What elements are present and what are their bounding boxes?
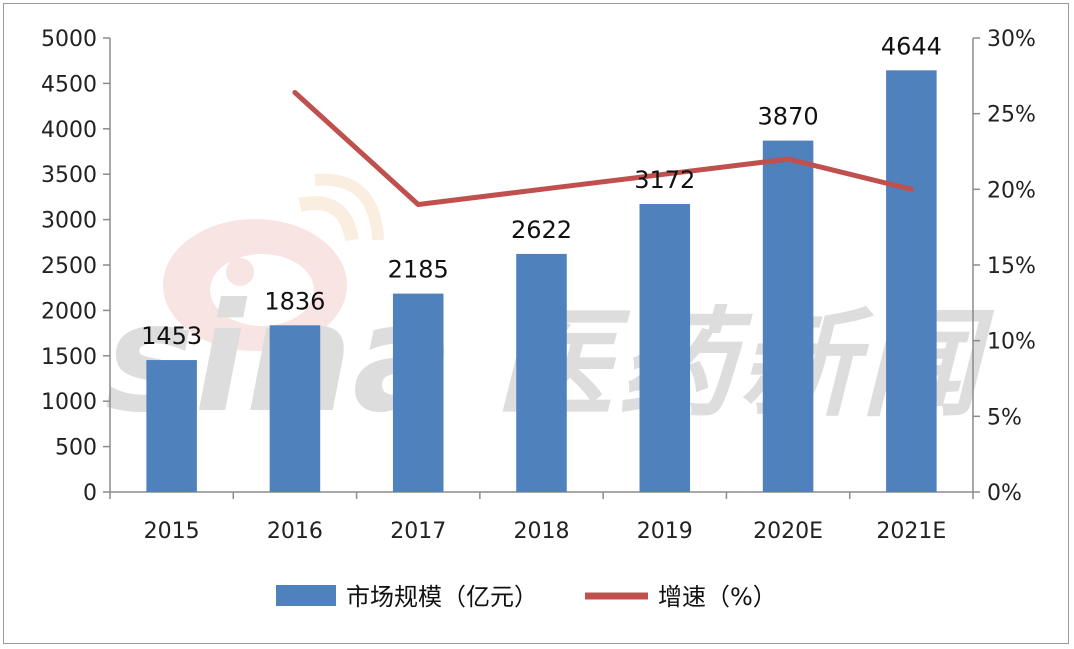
- right-tick-label: 5%: [987, 405, 1022, 430]
- right-tick-label: 10%: [987, 330, 1036, 355]
- x-tick-label: 2021E: [876, 519, 946, 544]
- x-tick-label: 2016: [267, 519, 323, 544]
- left-tick-label: 1500: [41, 345, 97, 370]
- right-tick-label: 30%: [987, 27, 1036, 52]
- x-tick-label: 2017: [390, 519, 446, 544]
- bar-value-label: 3870: [758, 103, 819, 131]
- left-tick-label: 2000: [41, 299, 97, 324]
- data-labels: 1453 1836 2185 2622 3172 3870 4644: [141, 32, 942, 350]
- bar-series: [146, 70, 937, 492]
- right-tick-label: 15%: [987, 254, 1036, 279]
- legend-swatch-bar: [276, 585, 336, 606]
- bar: [639, 203, 691, 492]
- right-tick-label: 0%: [987, 481, 1022, 506]
- left-tick-label: 4000: [41, 118, 97, 143]
- x-tick-label: 2018: [514, 519, 570, 544]
- legend-label-bar: 市场规模（亿元）: [346, 583, 538, 611]
- left-tick-label: 3500: [41, 163, 97, 188]
- bar: [516, 253, 567, 492]
- bar: [762, 140, 814, 492]
- left-tick-label: 3000: [41, 209, 97, 234]
- left-tick-label: 500: [55, 436, 97, 461]
- x-tick-label: 2015: [144, 519, 200, 544]
- x-tick-label: 2019: [637, 519, 693, 544]
- bar: [886, 70, 937, 492]
- left-tick-label: 4500: [41, 72, 97, 97]
- left-tick-label: 0: [83, 481, 97, 506]
- left-tick-label: 2500: [41, 254, 97, 279]
- bar-value-label: 3172: [634, 166, 695, 194]
- bar-value-label: 2185: [388, 256, 449, 284]
- axes: 0 500 1000 1500 2000 2500 3000 3500 4000 4500 5000…: [41, 27, 1036, 544]
- bar: [392, 293, 444, 492]
- bar: [269, 325, 321, 492]
- line-series: [292, 90, 914, 207]
- left-tick-label: 1000: [41, 390, 97, 415]
- x-tick-label: 2020E: [753, 519, 823, 544]
- bar: [146, 360, 197, 492]
- chart-frame: [3, 3, 1069, 644]
- bar-value-label: 2622: [511, 216, 572, 244]
- right-tick-label: 20%: [987, 178, 1036, 203]
- legend: 市场规模（亿元） 增速（%）: [276, 583, 777, 611]
- bar-value-label: 4644: [881, 32, 942, 60]
- growth-rate-line: [292, 90, 914, 207]
- right-tick-label: 25%: [987, 103, 1036, 128]
- bar-value-label: 1836: [264, 287, 325, 315]
- bar-value-label: 1453: [141, 322, 202, 350]
- sina-eye-logo: [163, 173, 384, 351]
- left-tick-label: 5000: [41, 27, 97, 52]
- legend-label-line: 增速（%）: [658, 583, 777, 611]
